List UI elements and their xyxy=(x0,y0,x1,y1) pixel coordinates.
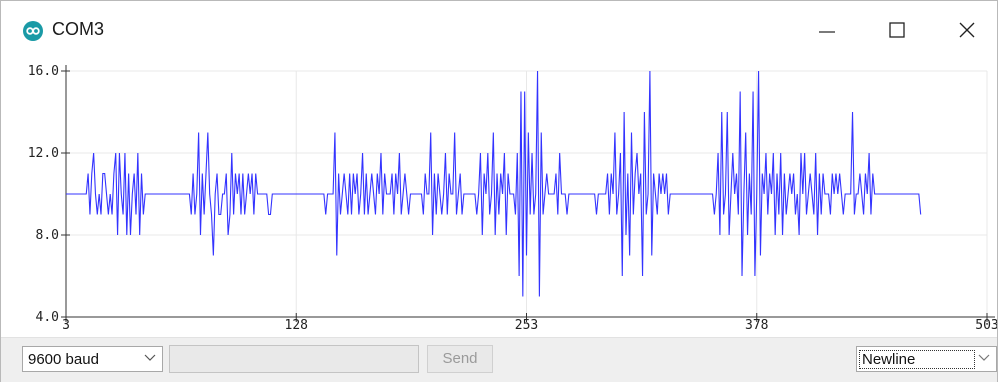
series-line xyxy=(66,70,922,297)
x-tick-label: 128 xyxy=(285,318,308,333)
baud-rate-select[interactable]: 9600 baud xyxy=(22,346,163,372)
x-tick-label: 503 xyxy=(975,318,997,333)
chevron-down-icon xyxy=(978,354,990,361)
y-tick-label: 8.0 xyxy=(36,228,59,243)
baud-rate-value: 9600 baud xyxy=(28,351,99,368)
send-input[interactable] xyxy=(169,345,419,373)
line-ending-select[interactable]: Newline xyxy=(856,346,997,372)
tick-labels: 4.0 8.0 12.0 16.0 3 128 253 378 503 xyxy=(28,64,997,333)
window-title: COM3 xyxy=(52,19,105,39)
x-tick-label: 253 xyxy=(515,318,538,333)
arduino-infinity-icon xyxy=(23,21,43,41)
close-icon xyxy=(959,22,975,38)
x-tick-label: 378 xyxy=(745,318,768,333)
y-tick-label: 12.0 xyxy=(28,146,59,161)
maximize-icon xyxy=(889,22,905,38)
title-bar[interactable]: COM3 xyxy=(1,1,997,59)
serial-plot: 4.0 8.0 12.0 16.0 3 128 253 378 503 xyxy=(1,59,997,337)
maximize-button[interactable] xyxy=(867,1,927,59)
close-button[interactable] xyxy=(937,1,997,59)
bottom-toolbar: 9600 baud Send Newline xyxy=(1,337,997,382)
y-tick-label: 16.0 xyxy=(28,64,59,79)
line-ending-value: Newline xyxy=(859,350,975,369)
plot-canvas: 4.0 8.0 12.0 16.0 3 128 253 378 503 xyxy=(28,64,997,333)
chevron-down-icon xyxy=(144,354,156,361)
series-group xyxy=(66,70,922,297)
axes xyxy=(61,65,995,322)
send-button[interactable]: Send xyxy=(427,345,493,373)
x-tick-label: 3 xyxy=(62,318,70,333)
minimize-button[interactable] xyxy=(797,1,857,59)
minimize-icon xyxy=(819,31,835,33)
y-tick-label: 4.0 xyxy=(36,310,59,325)
